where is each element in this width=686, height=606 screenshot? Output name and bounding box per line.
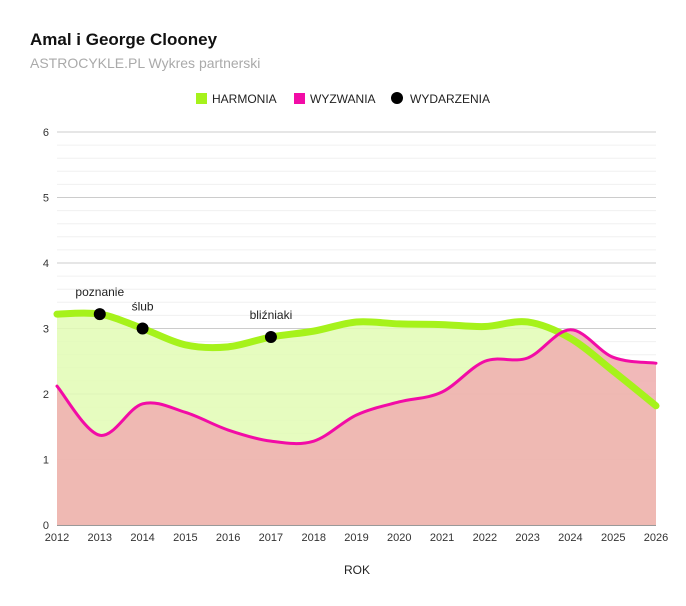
x-tick-label: 2023 [515, 532, 539, 544]
x-tick-label: 2016 [216, 532, 240, 544]
event-label: bliźniaki [250, 308, 293, 322]
y-axis-ticks: 0 1 2 3 4 5 6 [43, 127, 49, 532]
x-tick-label: 2021 [430, 532, 454, 544]
y-tick-label: 5 [43, 193, 49, 205]
line-harmonia [53, 309, 660, 410]
legend-swatch-harmonia [196, 93, 207, 104]
x-tick-label: 2024 [558, 532, 582, 544]
x-axis-title: ROK [344, 563, 370, 577]
y-tick-label: 6 [43, 127, 49, 139]
legend-swatch-wyzwania [294, 93, 305, 104]
event-marker [93, 308, 106, 321]
event-label: ślub [132, 300, 154, 314]
event-marker [264, 331, 277, 344]
x-tick-label: 2022 [473, 532, 497, 544]
x-axis-ticks: 2012 2013 2014 2015 2016 2017 2018 2019 2020 2021… [45, 532, 668, 544]
chart-title: Amal i George Clooney [30, 30, 218, 49]
series-areas [57, 313, 656, 525]
x-tick-label: 2015 [173, 532, 197, 544]
x-tick-label: 2018 [301, 532, 325, 544]
x-tick-label: 2025 [601, 532, 625, 544]
y-tick-label: 1 [43, 455, 49, 467]
chart-subtitle: ASTROCYKLE.PL Wykres partnerski [30, 55, 261, 71]
x-tick-label: 2017 [259, 532, 283, 544]
event-markers: poznanie ślub bliźniaki [75, 285, 293, 344]
x-tick-label: 2019 [344, 532, 368, 544]
x-tick-label: 2020 [387, 532, 411, 544]
legend-label-wydarzenia: WYDARZENIA [410, 92, 490, 106]
legend-label-harmonia: HARMONIA [212, 92, 277, 106]
legend-label-wyzwania: WYZWANIA [310, 92, 376, 106]
line-wyzwania [55, 328, 658, 446]
event-marker [136, 322, 149, 335]
area-wyzwania [57, 329, 656, 525]
x-tick-label: 2012 [45, 532, 69, 544]
x-tick-label: 2013 [88, 532, 112, 544]
y-tick-label: 4 [43, 258, 49, 270]
legend: HARMONIA WYZWANIA WYDARZENIA [196, 92, 490, 106]
legend-swatch-wydarzenia [391, 92, 403, 104]
y-tick-label: 3 [43, 324, 49, 336]
x-tick-label: 2014 [130, 532, 154, 544]
y-tick-label: 0 [43, 520, 49, 532]
event-label: poznanie [75, 285, 124, 299]
x-tick-label: 2026 [644, 532, 668, 544]
y-tick-label: 2 [43, 389, 49, 401]
series-lines [53, 309, 660, 446]
